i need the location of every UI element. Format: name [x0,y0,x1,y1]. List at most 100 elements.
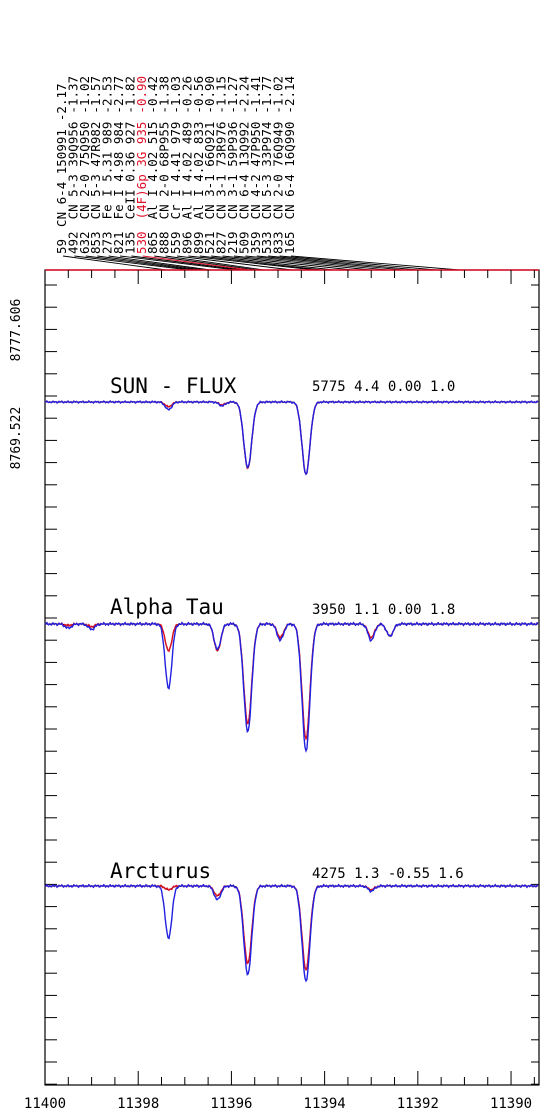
line-identification-list: 59 CN 6-4 150991 -2.17 492 CN 5-3 39Q956 -1.3… [54,76,297,254]
line-id-loggf: -1.38 [157,76,172,114]
line-id-loggf: -1.27 [225,76,240,114]
line-id-entry: 521 CN 3-1 66Q921 -0.90 [202,76,217,254]
line-id-entry: 821 Fe I 4.98 984 -2.77 [111,76,126,254]
line-id-label: CN 6-4 16Q990 [282,122,297,220]
line-id-loggf: -2.53 [100,76,115,114]
line-id-index: 219 [225,231,240,254]
line-id-loggf: -2.14 [282,76,297,114]
line-id-index: 632 [77,231,92,254]
panel-star-name: SUN - FLUX [110,374,237,398]
line-id-entry: 888 CN 2-0 68P955 -1.38 [157,76,172,254]
line-id-text: 853 CN 5-3 47R982 -1.57 [88,76,103,254]
line-id-leader [199,255,323,271]
line-id-text: 896 Al I 4.02 489 -0.26 [179,76,194,254]
line-id-index: 59 [54,239,69,254]
line-id-leader [154,255,258,271]
spectrum-panels: SUN - FLUX 5775 4.4 0.00 1.0 Alpha Tau 3950… [44,374,539,983]
line-id-loggf: -1.15 [214,76,229,114]
line-id-index: 865 [145,231,160,254]
line-id-label: CN 3-1 66Q921 [202,122,217,220]
x-axis-ticks: 11400 11398 11396 11394 11392 11390 [24,270,535,1112]
synthetic-spectrum-line [44,621,539,741]
observed-spectrum-line [44,883,539,983]
spectrum-panel: Alpha Tau 3950 1.1 0.00 1.8 [44,595,539,753]
line-id-index: 833 [271,231,286,254]
line-id-text: 888 CN 2-0 68P955 -1.38 [157,76,172,254]
line-id-label: CN 6-4 13Q992 [236,122,251,220]
x-tick-label: 11390 [490,1096,532,1112]
line-id-text: 530 (4F)6p 3G 935 -0.90 [134,76,149,254]
line-id-leader [108,255,211,271]
line-id-index: 521 [202,231,217,254]
synthetic-spectrum-line [44,883,539,972]
line-id-text: 59 CN 6-4 150991 -2.17 [54,83,69,254]
panel-params: 4275 1.3 -0.55 1.6 [312,866,464,882]
line-id-index: 492 [65,231,80,254]
model-spectrum-line [45,623,539,741]
line-id-index: 899 [191,231,206,254]
line-id-entry: 853 CN 5-3 47R982 -1.57 [88,76,103,254]
line-id-entry: 165 CN 6-4 16Q990 -2.14 [282,76,297,254]
spectrum-panel: Arcturus 4275 1.3 -0.55 1.6 [44,859,539,983]
line-id-entry: 865 Al I 4.02 515 -0.42 [145,76,160,254]
line-id-label: CN 5-3 33P974 [259,122,274,220]
line-id-leader [188,255,316,271]
line-id-leader [176,255,293,271]
line-id-loggf: -0.90 [134,76,149,114]
line-id-label: CN 5-3 47R982 [88,122,103,220]
x-tick-label: 11398 [117,1096,159,1112]
line-id-entry: 530 (4F)6p 3G 935 -0.90 [134,76,149,254]
synthetic-spectrum-line [44,400,539,476]
line-id-label: CN 2-0 76Q949 [271,122,286,220]
line-id-loggf: -2.17 [54,83,69,121]
line-id-loggf: -1.03 [168,76,183,114]
line-id-text: 165 CN 6-4 16Q990 -2.14 [282,76,297,254]
line-id-index: 533 [259,231,274,254]
line-id-leader [85,255,197,271]
line-id-loggf: -0.90 [202,76,217,114]
line-id-label: CN 5-3 39Q956 [65,122,80,220]
line-id-label: CN 2-0 68P955 [157,122,172,220]
line-identification-ticks [62,255,460,271]
line-id-text: 559 Cr I 4.41 979 -1.03 [168,76,183,254]
line-id-loggf: -1.77 [259,76,274,114]
line-id-loggf: -1.41 [248,76,263,114]
line-id-index: 853 [88,231,103,254]
line-id-index: 827 [214,231,229,254]
y-side-label: 8769.522 [9,407,24,470]
y-axis-side-labels: 8777.606 8769.522 [9,299,24,470]
panel-params: 5775 4.4 0.00 1.0 [312,379,455,395]
line-id-leader [222,255,353,271]
line-id-leader [165,255,265,271]
line-id-leader [256,255,404,271]
line-id-index: 888 [157,231,172,254]
line-id-text: 827 CN 3-1 73R976 -1.15 [214,76,229,254]
line-id-entry: 899 Al I 4.02 833 -0.56 [191,76,206,254]
line-id-text: 632 CN 2-0 75Q950 -1.02 [77,76,92,254]
line-id-loggf: -2.77 [111,76,126,114]
line-id-label: CeII 0.36 927 [122,122,137,220]
line-id-leader [97,255,204,271]
line-id-index: 273 [100,231,115,254]
line-id-index: 509 [236,231,251,254]
line-id-text: 219 CN 3-1 59P936 -1.27 [225,76,240,254]
line-id-leader [142,255,251,271]
line-id-entry: 833 CN 2-0 76Q949 -1.02 [271,76,286,254]
line-id-text: 833 CN 2-0 76Q949 -1.02 [271,76,286,254]
line-id-entry: 219 CN 3-1 59P936 -1.27 [225,76,240,254]
panel-star-name: Alpha Tau [110,595,224,619]
x-tick-label: 11396 [210,1096,252,1112]
line-id-label: CN 3-1 73R976 [214,122,229,220]
model-spectrum-line [45,401,539,476]
line-id-entry: 359 CN 4-2 47P950 -1.41 [248,76,263,254]
line-id-loggf: -1.37 [65,76,80,114]
line-id-text: 135 CeII 0.36 927 -1.82 [122,76,137,254]
observed-spectrum-line [44,621,539,753]
line-id-loggf: -0.26 [179,76,194,114]
line-id-entry: 632 CN 2-0 75Q950 -1.02 [77,76,92,254]
line-id-loggf: -0.42 [145,76,160,114]
line-id-text: 533 CN 5-3 33P974 -1.77 [259,76,274,254]
line-id-loggf: -0.56 [191,76,206,114]
line-id-loggf: -2.24 [236,76,251,114]
